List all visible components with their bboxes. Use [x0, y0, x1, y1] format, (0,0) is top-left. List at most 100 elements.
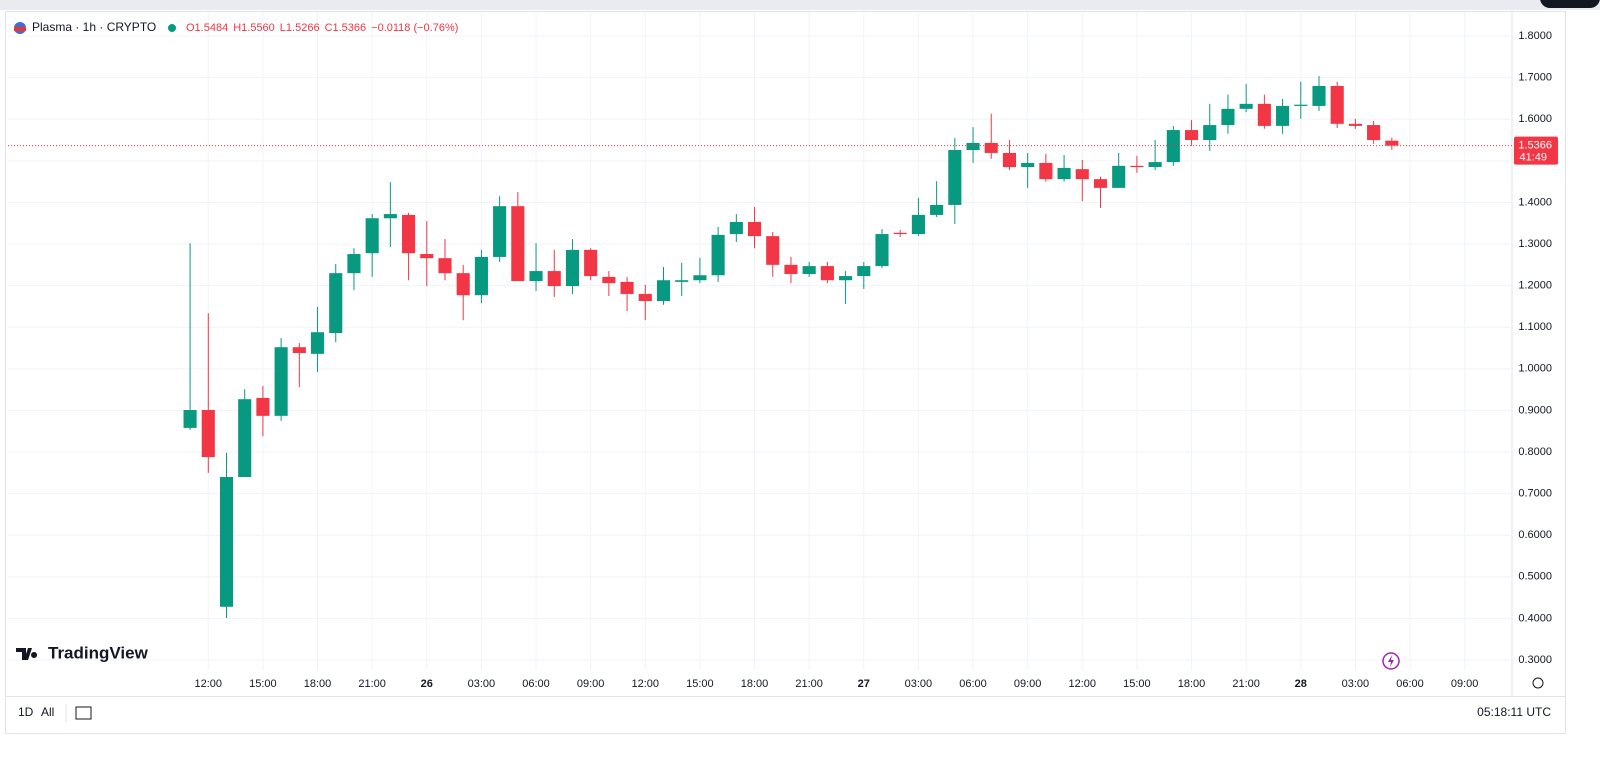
candle-body: [638, 293, 652, 302]
y-tick-label: 0.5000: [1518, 571, 1552, 583]
candle-body: [839, 276, 853, 281]
candle-body: [529, 271, 543, 282]
candle-body: [565, 249, 580, 287]
candle-body: [1166, 130, 1180, 163]
x-tick-label: 06:00: [959, 678, 987, 690]
candle-body: [948, 150, 962, 205]
x-tick-label: 27: [858, 678, 870, 690]
candle-body: [1348, 123, 1362, 126]
logo-text: TradingView: [48, 643, 149, 662]
candle-body: [219, 476, 234, 607]
x-tick-label: 06:00: [522, 678, 550, 690]
candle-body: [1002, 152, 1017, 168]
x-tick-label: 18:00: [304, 678, 332, 690]
calendar-icon: [75, 706, 92, 720]
candle-body: [930, 204, 944, 215]
candle-body: [911, 214, 925, 235]
chart-frame: [5, 11, 1566, 734]
candle-body: [238, 399, 252, 477]
candle-body: [256, 397, 270, 416]
candle-body: [474, 256, 488, 296]
candle-body: [329, 273, 343, 334]
x-tick-label: 09:00: [1014, 678, 1042, 690]
x-tick-label: 06:00: [1396, 678, 1424, 690]
candle-body: [201, 410, 215, 458]
candle-body: [292, 347, 306, 354]
candle-body: [1312, 85, 1326, 106]
x-tick-label: 15:00: [686, 678, 714, 690]
candle-body: [984, 142, 998, 153]
last-price-tag: [1514, 136, 1558, 165]
candle-body: [1148, 162, 1162, 168]
candle-body: [383, 214, 397, 219]
candle-body: [711, 234, 725, 276]
candle-body: [1276, 105, 1290, 126]
candle-body: [1057, 167, 1071, 180]
x-tick-label: 21:00: [1232, 678, 1260, 690]
y-tick-label: 1.8000: [1518, 30, 1552, 42]
symbol-icon-stripe: [14, 27, 26, 31]
y-tick-label: 0.8000: [1518, 446, 1552, 458]
ohlc: O1.5484 H1.5560 L1.5266 C1.5366 −0.0118 (−0.…: [186, 22, 458, 34]
candle-body: [820, 266, 834, 281]
range-button[interactable]: All: [41, 705, 54, 719]
candle-body: [1203, 125, 1217, 141]
x-tick-label: 12:00: [632, 678, 660, 690]
candle-body: [1257, 103, 1271, 126]
candle-body: [1039, 162, 1053, 180]
candle-body: [1294, 104, 1308, 106]
settings-gear: [1532, 677, 1544, 689]
x-tick-label: 03:00: [1342, 678, 1370, 690]
candle-body: [511, 206, 525, 282]
market-status: [168, 24, 176, 32]
y-tick-label: 1.4000: [1518, 196, 1552, 208]
candle-body: [1130, 165, 1144, 168]
y-tick-label: 0.4000: [1518, 612, 1552, 624]
top-toolbar: [0, 0, 1600, 10]
ohlc-value: C1.5366: [325, 22, 367, 34]
date-range-button[interactable]: [75, 706, 92, 720]
change: −0.0118 (−0.76%): [371, 22, 458, 34]
candle-body: [602, 276, 616, 284]
candle-body: [1093, 179, 1108, 188]
events-icon[interactable]: [1382, 652, 1400, 670]
candle-body: [656, 280, 671, 302]
candle-body: [766, 236, 780, 265]
y-tick-label: 0.9000: [1518, 404, 1552, 416]
candle-body: [893, 232, 907, 235]
ohlc-value: H1.5560: [233, 22, 275, 34]
x-tick-label: 26: [421, 678, 433, 690]
countdown: 41:49: [1519, 152, 1547, 164]
candle-body: [584, 249, 598, 277]
candle-body: [1021, 162, 1035, 168]
candle-body: [438, 258, 452, 274]
x-tick-label: 03:00: [905, 678, 933, 690]
candle-body: [1367, 125, 1381, 141]
ohlc-value: L1.5266: [280, 22, 320, 34]
candle-body: [347, 254, 361, 274]
x-tick-label: 15:00: [249, 678, 277, 690]
y-tick-label: 1.6000: [1518, 113, 1552, 125]
x-tick-label: 28: [1295, 678, 1307, 690]
symbol: Plasma · 1h · CRYPTO: [32, 20, 156, 34]
candle-body: [420, 254, 434, 259]
candle-body: [493, 206, 507, 257]
x-tick-label: 12:00: [1069, 678, 1097, 690]
toolbar-button[interactable]: [1540, 0, 1600, 8]
settings-icon[interactable]: [1532, 677, 1544, 689]
y-tick-label: 1.7000: [1518, 72, 1552, 84]
candle-body: [1221, 108, 1235, 126]
range-button[interactable]: 1D: [18, 705, 34, 719]
x-tick-label: 18:00: [1178, 678, 1206, 690]
candle-body: [1184, 130, 1199, 141]
candle-body: [875, 234, 889, 267]
x-tick-label: 03:00: [468, 678, 496, 690]
candle-body: [365, 218, 379, 254]
x-tick-label: 21:00: [795, 678, 823, 690]
candle-body: [784, 264, 798, 274]
candle-body: [1112, 165, 1126, 188]
candle-body: [620, 281, 634, 294]
candle-body: [183, 410, 197, 428]
x-tick-label: 09:00: [1451, 678, 1479, 690]
